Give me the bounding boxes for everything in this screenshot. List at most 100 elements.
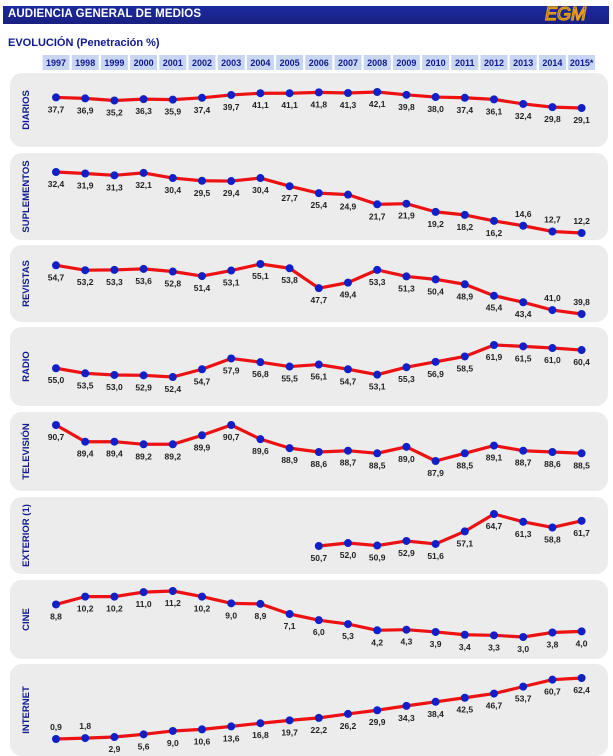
data-point (198, 272, 206, 280)
data-label: 39,8 (398, 102, 415, 112)
data-point (315, 714, 323, 722)
data-point (461, 449, 469, 457)
data-point (548, 676, 556, 684)
data-point (110, 171, 118, 179)
data-label: 21,9 (398, 211, 415, 221)
data-label: 5,6 (138, 741, 150, 751)
data-point (490, 442, 498, 450)
data-label: 55,3 (398, 374, 415, 384)
data-point (256, 719, 264, 727)
data-label: 47,7 (311, 295, 328, 305)
data-label: 52,8 (165, 279, 182, 289)
data-label: 16,2 (486, 228, 503, 238)
data-point (461, 527, 469, 535)
data-point (110, 733, 118, 741)
data-point (578, 229, 586, 237)
data-point (373, 371, 381, 379)
data-label: 37,4 (194, 105, 211, 115)
data-point (256, 89, 264, 97)
data-label: 51,4 (194, 283, 211, 293)
panel-label: REVISTAS (21, 260, 32, 307)
data-label: 61,9 (486, 352, 503, 362)
data-label: 3,9 (430, 639, 442, 649)
data-label: 8,9 (254, 611, 266, 621)
data-label: 45,4 (486, 303, 503, 313)
data-label: 46,7 (486, 701, 503, 711)
year-label: 2001 (163, 58, 183, 68)
data-point (402, 200, 410, 208)
data-point (169, 268, 177, 276)
data-label: 87,9 (427, 468, 444, 478)
data-point (140, 265, 148, 273)
data-label: 89,4 (77, 449, 94, 459)
data-label: 60,4 (573, 357, 590, 367)
data-point (286, 182, 294, 190)
data-label: 37,7 (48, 104, 65, 114)
data-label: 89,0 (398, 454, 415, 464)
data-point (344, 447, 352, 455)
data-point (256, 260, 264, 268)
year-label: 2009 (396, 58, 416, 68)
data-label: 3,3 (488, 642, 500, 652)
data-label: 29,4 (223, 188, 240, 198)
data-point (402, 702, 410, 710)
data-label: 2,9 (108, 744, 120, 754)
data-point (402, 363, 410, 371)
data-label: 58,5 (457, 363, 474, 373)
data-point (52, 421, 60, 429)
data-point (52, 735, 60, 743)
data-label: 53,1 (369, 382, 386, 392)
data-point (140, 169, 148, 177)
data-point (490, 217, 498, 225)
data-point (461, 211, 469, 219)
data-point (373, 626, 381, 634)
data-label: 35,9 (165, 107, 182, 117)
data-label: 60,7 (544, 687, 561, 697)
data-point (256, 600, 264, 608)
data-point (198, 365, 206, 373)
data-point (344, 191, 352, 199)
data-point (315, 88, 323, 96)
data-point (578, 104, 586, 112)
data-point (315, 284, 323, 292)
data-label: 36,9 (77, 105, 94, 115)
data-point (548, 306, 556, 314)
data-label: 50,7 (311, 553, 328, 563)
data-point (52, 364, 60, 372)
data-point (169, 96, 177, 104)
data-point (578, 449, 586, 457)
data-point (52, 93, 60, 101)
data-point (140, 588, 148, 596)
data-label: 36,3 (135, 106, 152, 116)
data-point (169, 373, 177, 381)
data-point (432, 358, 440, 366)
data-point (432, 208, 440, 216)
data-point (432, 698, 440, 706)
data-label: 55,0 (48, 375, 65, 385)
data-label: 61,5 (515, 353, 532, 363)
data-label: 89,4 (106, 449, 123, 459)
data-label: 37,4 (457, 105, 474, 115)
data-label: 36,1 (486, 106, 503, 116)
data-point (52, 600, 60, 608)
data-label: 14,6 (515, 209, 532, 219)
data-point (286, 444, 294, 452)
data-label: 55,5 (281, 374, 298, 384)
data-label: 3,4 (459, 642, 471, 652)
data-label: 5,3 (342, 631, 354, 641)
data-label: 53,6 (135, 276, 152, 286)
data-label: 7,1 (284, 621, 296, 631)
data-point (140, 371, 148, 379)
data-label: 13,6 (223, 733, 240, 743)
data-point (490, 341, 498, 349)
data-point (315, 189, 323, 197)
panel-background (10, 664, 608, 756)
data-label: 10,2 (77, 604, 94, 614)
data-label: 25,4 (311, 200, 328, 210)
data-label: 50,9 (369, 553, 386, 563)
data-label: 54,7 (48, 272, 65, 282)
data-point (110, 593, 118, 601)
data-point (344, 89, 352, 97)
data-label: 32,4 (515, 111, 532, 121)
data-label: 29,5 (194, 188, 211, 198)
